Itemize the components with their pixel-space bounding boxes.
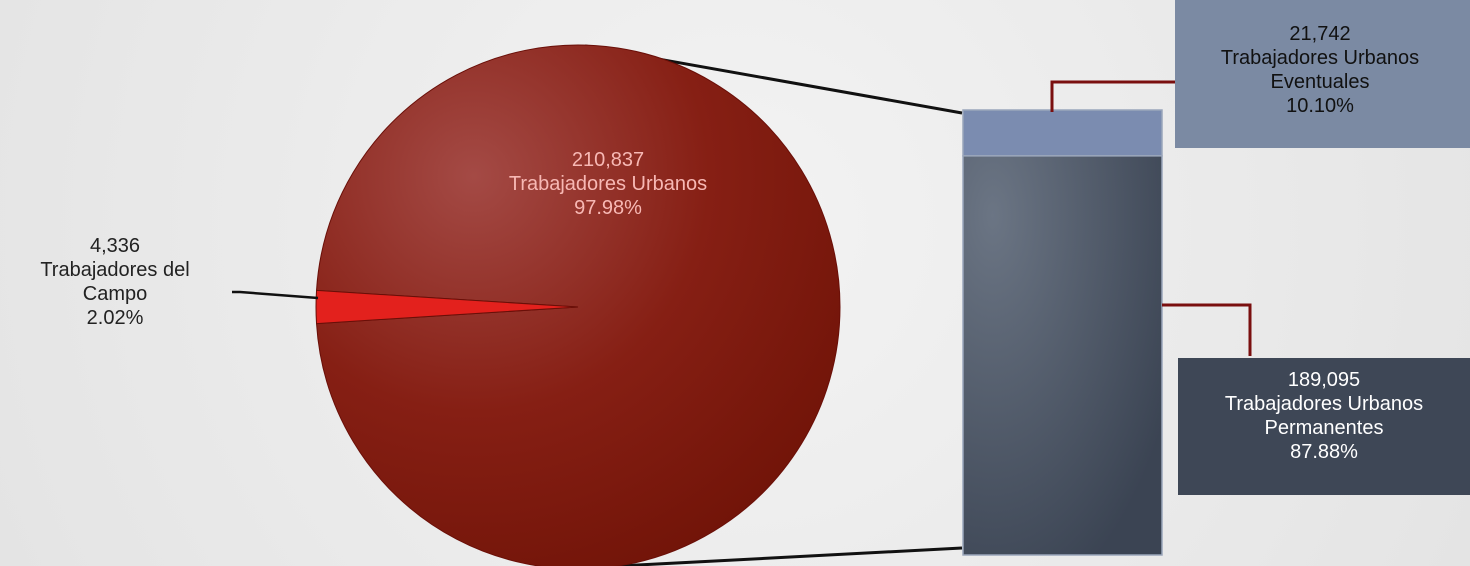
- value-label: 210,837: [571, 149, 645, 171]
- category-label: Trabajadores Urbanos Eventuales: [1220, 47, 1420, 93]
- percent-label: 10.10%: [1286, 95, 1354, 117]
- value-label: 21,742: [1289, 23, 1351, 45]
- percent-label: 87.88%: [1290, 441, 1358, 463]
- category-label: Trabajadores Urbanos Permanentes: [1224, 393, 1424, 439]
- percent-label: 2.02%: [86, 307, 144, 329]
- pie-slice: [315, 289, 579, 325]
- leader-line: [1050, 80, 1176, 112]
- bar-segment: [962, 155, 1163, 556]
- slice-label: 210,837 Trabajadores Urbanos 97.98%: [448, 148, 768, 220]
- value-label: 4,336: [89, 235, 141, 257]
- value-label: 189,095: [1287, 369, 1361, 391]
- bar-segment: [962, 109, 1163, 157]
- segment-label-box: 189,095 Trabajadores Urbanos Permanentes…: [1178, 358, 1470, 495]
- connector-line: [599, 546, 963, 566]
- category-label: Trabajadores Urbanos: [508, 173, 708, 195]
- segment-label-box: 21,742 Trabajadores Urbanos Eventuales 1…: [1175, 0, 1470, 148]
- leader-line: [1162, 303, 1252, 356]
- pie-slice: [315, 44, 841, 566]
- category-label: Trabajadores del Campo: [40, 259, 190, 305]
- percent-label: 97.98%: [574, 197, 642, 219]
- leader-line: [232, 290, 319, 300]
- slice-label: 4,336 Trabajadores del Campo 2.02%: [35, 234, 195, 330]
